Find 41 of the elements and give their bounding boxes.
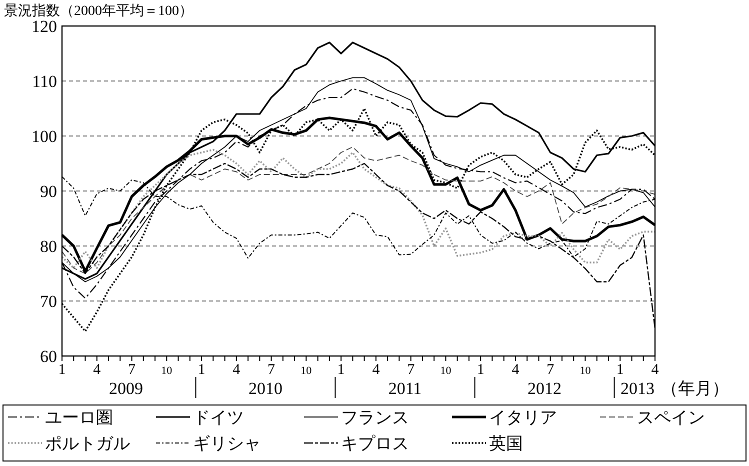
chart-title: 景況指数（2000年平均＝100）: [4, 3, 193, 19]
legend-label: スペイン: [637, 408, 705, 427]
x-tick-label: 1: [476, 362, 484, 378]
x-tick-label: 1: [337, 362, 345, 378]
text: 2010: [248, 379, 282, 398]
y-tick-label: 80: [40, 237, 57, 256]
legend-label: 英国: [489, 434, 523, 453]
x-tick-label: 4: [512, 362, 520, 378]
x-tick-label: 7: [128, 362, 136, 378]
legend-label: イタリア: [489, 408, 557, 427]
x-tick-label: 1: [198, 362, 206, 378]
y-tick-label: 100: [32, 127, 57, 146]
legend-label: キプロス: [341, 434, 409, 453]
x-tick-label: 10: [580, 365, 592, 377]
legend-label: ギリシャ: [193, 434, 261, 453]
x-tick-label: 4: [651, 362, 660, 378]
x-tick-label: 1: [616, 362, 624, 378]
x-tick-label: 4: [93, 362, 102, 378]
x-tick-label: 7: [268, 362, 276, 378]
legend-label: ユーロ圏: [45, 408, 113, 427]
legend-label: ポルトガル: [45, 434, 130, 453]
x-tick-label: 10: [161, 365, 173, 377]
y-tick-label: 120: [32, 17, 57, 36]
text: 2009: [108, 379, 143, 398]
x-tick-label: 1: [58, 362, 66, 378]
x-tick-label: 10: [300, 365, 312, 377]
x-tick-label: 10: [440, 365, 452, 377]
y-tick-label: 70: [40, 292, 57, 311]
x-tick-label: 4: [232, 362, 241, 378]
y-tick-label: 60: [40, 347, 57, 366]
legend-label: ドイツ: [193, 408, 244, 427]
text: 2011: [388, 379, 422, 398]
text: 2012: [528, 379, 562, 398]
x-axis-title: （年月）: [661, 379, 729, 398]
x-tick-label: 7: [407, 362, 416, 378]
x-tick-label: 7: [546, 362, 555, 378]
text: 2013: [620, 379, 655, 398]
y-tick-label: 110: [32, 72, 57, 91]
x-tick-label: 4: [372, 362, 380, 378]
y-tick-label: 90: [40, 182, 57, 201]
legend-label: フランス: [341, 408, 409, 427]
